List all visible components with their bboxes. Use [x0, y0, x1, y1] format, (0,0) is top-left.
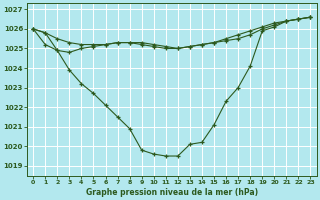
- X-axis label: Graphe pression niveau de la mer (hPa): Graphe pression niveau de la mer (hPa): [86, 188, 258, 197]
